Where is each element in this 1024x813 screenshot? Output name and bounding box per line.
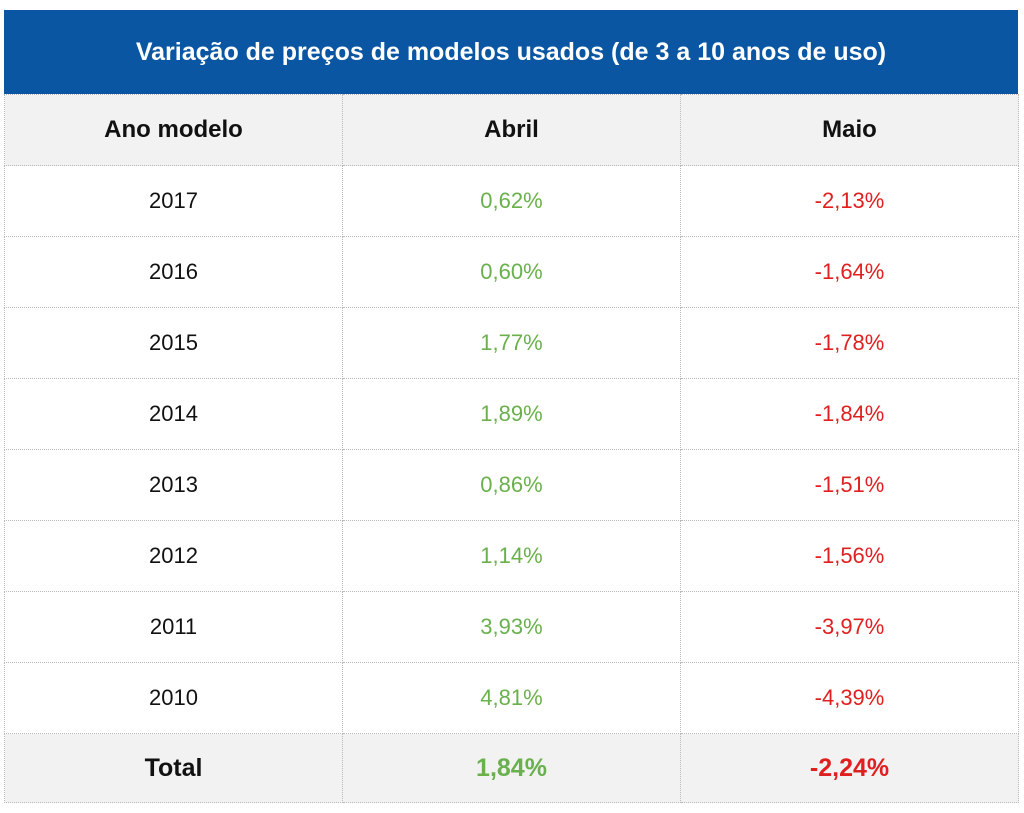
april-value-cell: 0,62% xyxy=(342,165,681,237)
total-april-cell: 1,84% xyxy=(342,733,681,803)
april-value-cell: 1,14% xyxy=(342,520,681,592)
table-title: Variação de preços de modelos usados (de… xyxy=(4,10,1018,94)
header-row: Ano modelo Abril Maio xyxy=(4,94,1019,166)
may-value-cell: -3,97% xyxy=(680,591,1019,663)
year-cell: 2011 xyxy=(4,591,343,663)
total-label-cell: Total xyxy=(4,733,343,803)
april-value-cell: 1,89% xyxy=(342,378,681,450)
year-cell: 2015 xyxy=(4,307,343,379)
table-row: 2017 0,62% -2,13% xyxy=(4,165,1019,237)
table-row: 2013 0,86% -1,51% xyxy=(4,449,1019,521)
april-value-cell: 3,93% xyxy=(342,591,681,663)
year-cell: 2010 xyxy=(4,662,343,734)
column-header-year: Ano modelo xyxy=(4,94,343,166)
april-value-cell: 0,86% xyxy=(342,449,681,521)
year-cell: 2016 xyxy=(4,236,343,308)
may-value-cell: -1,64% xyxy=(680,236,1019,308)
table-row: 2012 1,14% -1,56% xyxy=(4,520,1019,592)
table-row: 2014 1,89% -1,84% xyxy=(4,378,1019,450)
may-value-cell: -1,56% xyxy=(680,520,1019,592)
column-header-may: Maio xyxy=(680,94,1019,166)
year-cell: 2012 xyxy=(4,520,343,592)
may-value-cell: -1,84% xyxy=(680,378,1019,450)
april-value-cell: 1,77% xyxy=(342,307,681,379)
may-value-cell: -2,13% xyxy=(680,165,1019,237)
table-row: 2010 4,81% -4,39% xyxy=(4,662,1019,734)
may-value-cell: -1,51% xyxy=(680,449,1019,521)
table-row: 2011 3,93% -3,97% xyxy=(4,591,1019,663)
year-cell: 2014 xyxy=(4,378,343,450)
april-value-cell: 0,60% xyxy=(342,236,681,308)
total-may-cell: -2,24% xyxy=(680,733,1019,803)
price-variation-table: Ano modelo Abril Maio 2017 0,62% -2,13% … xyxy=(4,94,1019,803)
table-row: 2015 1,77% -1,78% xyxy=(4,307,1019,379)
may-value-cell: -4,39% xyxy=(680,662,1019,734)
april-value-cell: 4,81% xyxy=(342,662,681,734)
may-value-cell: -1,78% xyxy=(680,307,1019,379)
price-variation-table-container: Variação de preços de modelos usados (de… xyxy=(4,10,1019,803)
year-cell: 2013 xyxy=(4,449,343,521)
column-header-april: Abril xyxy=(342,94,681,166)
table-row: 2016 0,60% -1,64% xyxy=(4,236,1019,308)
year-cell: 2017 xyxy=(4,165,343,237)
total-row: Total 1,84% -2,24% xyxy=(4,733,1019,803)
